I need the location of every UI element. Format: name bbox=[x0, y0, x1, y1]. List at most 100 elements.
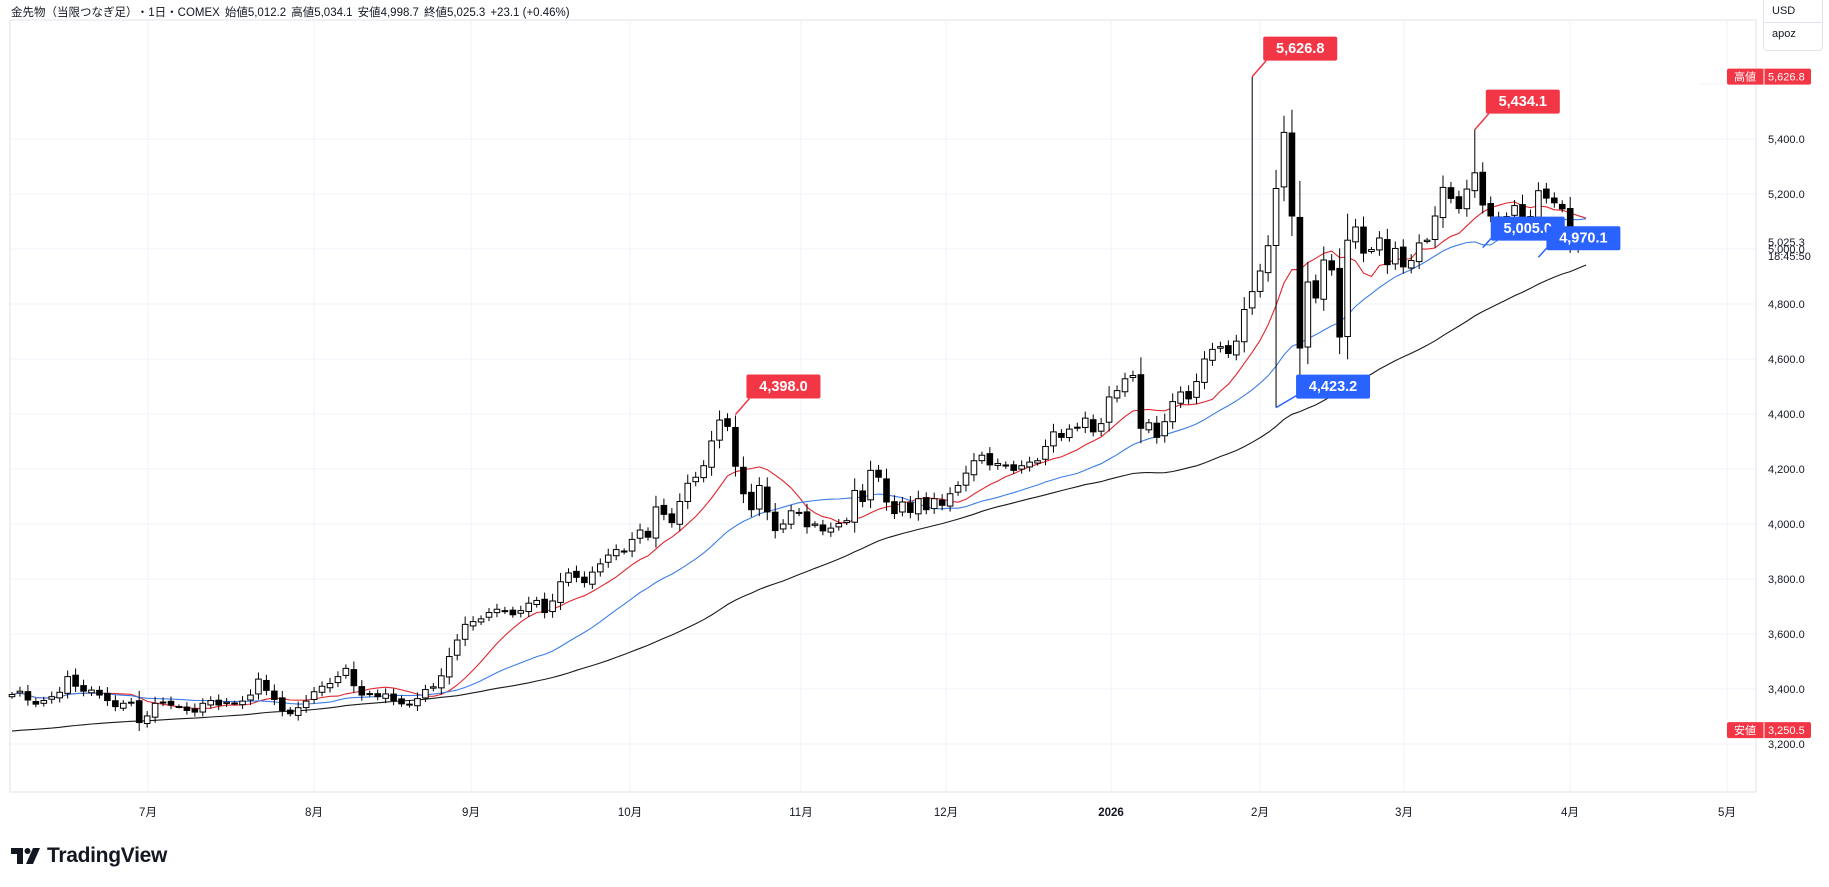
user-label[interactable]: apoz bbox=[1772, 28, 1796, 40]
candle-body bbox=[1113, 390, 1121, 399]
candle bbox=[525, 596, 533, 618]
candle bbox=[1145, 418, 1153, 434]
candle-body bbox=[724, 418, 731, 427]
candle bbox=[72, 668, 79, 693]
candle bbox=[1352, 218, 1359, 249]
candle bbox=[1399, 239, 1407, 274]
candle-body bbox=[231, 702, 238, 705]
candle-body bbox=[938, 499, 946, 506]
candle-body bbox=[366, 693, 374, 696]
time-axis: 7月 8月 9月 10月 11月 12月 2026 2月 3月 4月 5月 bbox=[139, 807, 1736, 819]
candle-body bbox=[342, 667, 350, 676]
candle-body bbox=[1439, 186, 1447, 219]
candle bbox=[310, 686, 318, 704]
candle bbox=[318, 681, 326, 697]
candle-body bbox=[1240, 309, 1248, 343]
candle bbox=[1161, 413, 1169, 443]
high-price-tag-label: 高値 bbox=[1734, 70, 1756, 84]
candle-body bbox=[469, 621, 477, 627]
candle-body bbox=[1511, 205, 1518, 216]
candle-body bbox=[263, 679, 270, 691]
interval-label[interactable]: ・1日・COMEX bbox=[136, 7, 220, 19]
candle-body bbox=[573, 570, 580, 578]
annotations: 5,626.8 5,434.1 4,398.0 5,005.0 4,970.1 4,423… bbox=[734, 36, 1621, 416]
candle bbox=[708, 430, 715, 476]
candle bbox=[1463, 179, 1471, 217]
candle-body bbox=[1097, 423, 1105, 432]
candle-body bbox=[867, 469, 874, 501]
candle-body bbox=[159, 701, 167, 704]
candle-body bbox=[438, 675, 445, 689]
candle bbox=[509, 606, 517, 618]
y-tick-label: 3,600.0 bbox=[1768, 629, 1805, 641]
candle bbox=[644, 527, 652, 541]
candle-body bbox=[286, 709, 294, 715]
candle bbox=[1392, 241, 1399, 270]
candle-body bbox=[1447, 187, 1455, 199]
candle bbox=[700, 460, 707, 483]
currency-box[interactable]: USD apoz bbox=[1763, 0, 1823, 51]
candle bbox=[891, 495, 898, 520]
candle-body bbox=[80, 685, 87, 692]
candle bbox=[915, 490, 922, 521]
tradingview-logo[interactable]: TradingView bbox=[11, 844, 167, 868]
candle-body bbox=[191, 708, 199, 713]
y-tick-label: 5,200.0 bbox=[1768, 189, 1805, 201]
candle bbox=[263, 674, 270, 696]
candle-body bbox=[1081, 417, 1089, 428]
candle bbox=[835, 519, 843, 531]
candle-body bbox=[1264, 245, 1272, 274]
candle-body bbox=[1384, 239, 1391, 266]
candle-body bbox=[1328, 260, 1336, 271]
x-tick-label: 2026 bbox=[1098, 807, 1124, 819]
candle-body bbox=[676, 500, 684, 525]
candle bbox=[1105, 386, 1113, 432]
candle bbox=[334, 671, 342, 688]
candle-body bbox=[1201, 358, 1208, 383]
candle bbox=[159, 697, 167, 707]
symbol-name[interactable]: 金先物（当限つなぎ足） bbox=[11, 7, 132, 19]
candle bbox=[175, 704, 183, 709]
candle-body bbox=[358, 686, 366, 696]
candle-body bbox=[199, 702, 207, 713]
candle-body bbox=[1225, 345, 1232, 354]
candle bbox=[1121, 372, 1129, 397]
candle bbox=[978, 451, 986, 464]
candle bbox=[239, 696, 246, 709]
currency-label[interactable]: USD bbox=[1764, 0, 1822, 23]
candle bbox=[64, 670, 71, 699]
candle-body bbox=[922, 497, 930, 511]
candle-body bbox=[851, 489, 859, 523]
candle-body bbox=[1280, 131, 1288, 188]
candle-body bbox=[509, 609, 517, 616]
candle bbox=[660, 498, 668, 521]
candle bbox=[1288, 109, 1296, 236]
candle-body bbox=[636, 529, 644, 539]
candle-body bbox=[565, 572, 572, 583]
candle bbox=[819, 519, 827, 536]
candle-body bbox=[310, 691, 318, 700]
candle-body bbox=[1177, 391, 1184, 404]
candle-body bbox=[1209, 348, 1216, 361]
high-price-tag-value: 5,626.8 bbox=[1768, 72, 1805, 84]
candle bbox=[32, 697, 40, 708]
candle bbox=[1248, 76, 1256, 315]
candle bbox=[151, 696, 159, 723]
candle-body bbox=[859, 490, 866, 502]
y-tick-label: 4,400.0 bbox=[1768, 409, 1805, 421]
candle-body bbox=[795, 511, 803, 514]
x-tick-label: 2月 bbox=[1251, 807, 1269, 819]
annotation-pointer bbox=[1275, 393, 1299, 409]
candle-body bbox=[763, 486, 771, 513]
annotation-box bbox=[1263, 36, 1338, 61]
candle bbox=[1344, 213, 1351, 360]
candle-body bbox=[247, 694, 254, 701]
candle bbox=[390, 688, 397, 706]
annotation-box bbox=[1490, 216, 1565, 241]
candle-body bbox=[907, 502, 914, 513]
candle bbox=[56, 686, 64, 703]
candle bbox=[533, 596, 541, 608]
candle-body bbox=[32, 701, 40, 705]
candle-body bbox=[112, 700, 119, 708]
